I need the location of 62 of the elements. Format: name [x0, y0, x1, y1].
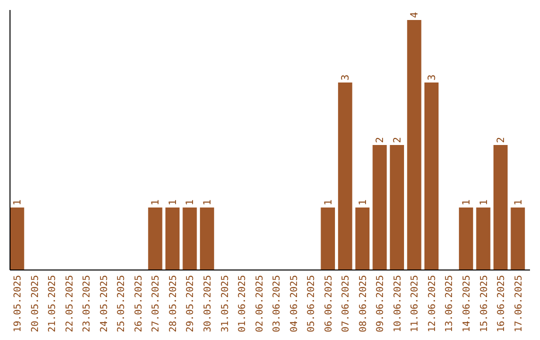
x-tick-label: 26.05.2025	[133, 275, 144, 332]
bar	[424, 82, 439, 270]
data-label: 1	[202, 199, 214, 206]
x-tick-label: 01.06.2025	[237, 275, 248, 332]
x-tick-label: 20.05.2025	[30, 275, 41, 332]
bar	[372, 145, 387, 270]
bar	[148, 208, 162, 270]
x-tick-label: 15.06.2025	[478, 275, 490, 332]
x-tick-label: 27.05.2025	[150, 275, 162, 332]
bar	[493, 145, 508, 270]
x-tick-label: 29.05.2025	[185, 275, 196, 332]
data-label: 1	[185, 199, 196, 206]
x-tick-label: 04.06.2025	[288, 275, 300, 332]
x-tick-label: 02.06.2025	[254, 275, 266, 332]
data-label: 1	[358, 199, 369, 206]
bar	[458, 208, 474, 270]
x-tick-label: 22.05.2025	[64, 275, 76, 332]
x-tick-label: 21.05.2025	[47, 275, 58, 332]
x-tick-label: 13.06.2025	[444, 275, 456, 332]
bar	[320, 208, 335, 270]
data-label: 2	[375, 136, 386, 143]
bar	[165, 208, 180, 270]
data-label: 2	[496, 136, 508, 143]
x-tick-label: 28.05.2025	[168, 275, 179, 332]
x-tick-label: 14.06.2025	[462, 275, 473, 332]
bar	[182, 208, 197, 270]
x-tick-label: 16.06.2025	[496, 275, 508, 332]
bar	[10, 208, 24, 270]
x-tick-label: 25.05.2025	[116, 275, 128, 332]
bar	[338, 82, 352, 270]
x-tick-label: 09.06.2025	[375, 275, 386, 332]
data-label: 1	[478, 199, 490, 206]
data-label: 2	[392, 136, 404, 143]
x-tick-label: 07.06.2025	[340, 275, 352, 332]
x-tick-label: 05.06.2025	[306, 275, 318, 332]
x-tick-label: 11.06.2025	[410, 275, 421, 332]
x-tick-label: 03.06.2025	[272, 275, 283, 332]
bar	[407, 20, 422, 270]
data-label: 3	[426, 74, 438, 80]
x-tick-label: 12.06.2025	[426, 275, 438, 332]
x-tick-label: 30.05.2025	[202, 275, 214, 332]
data-label: 1	[513, 199, 524, 206]
x-tick-label: 17.06.2025	[513, 275, 524, 332]
x-tick-label: 19.05.2025	[12, 275, 24, 332]
x-tick-label: 24.05.2025	[98, 275, 110, 332]
bar	[390, 145, 404, 270]
x-tick-label: 31.05.2025	[220, 275, 231, 332]
data-label: 1	[12, 199, 24, 206]
x-tick-label: 06.06.2025	[323, 275, 334, 332]
data-label: 3	[340, 74, 352, 80]
data-label: 1	[168, 199, 179, 206]
data-label: 1	[323, 199, 334, 206]
x-tick-label: 10.06.2025	[392, 275, 404, 332]
x-tick-label: 23.05.2025	[82, 275, 93, 332]
bar	[510, 208, 525, 270]
bar	[200, 208, 214, 270]
data-label: 4	[410, 12, 421, 18]
data-label: 1	[462, 199, 473, 206]
x-tick-label: 08.06.2025	[358, 275, 369, 332]
bar	[476, 208, 490, 270]
data-label: 1	[150, 199, 162, 206]
bar	[355, 208, 370, 270]
